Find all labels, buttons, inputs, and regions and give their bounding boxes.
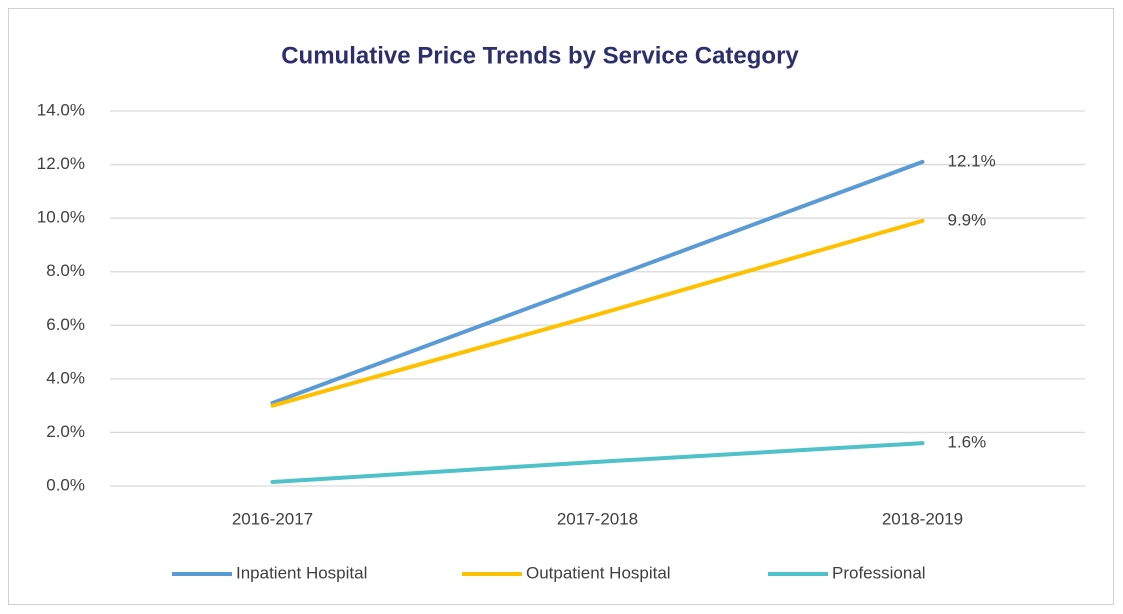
y-tick-label: 6.0% (46, 315, 85, 334)
x-tick-label: 2018-2019 (882, 509, 963, 528)
series-line (270, 159, 925, 405)
y-tick-label: 4.0% (46, 368, 85, 387)
x-tick-label: 2017-2018 (557, 509, 638, 528)
series-line (270, 218, 925, 408)
data-label: 1.6% (948, 433, 987, 452)
y-tick-label: 14.0% (37, 100, 85, 119)
legend-label: Professional (832, 563, 926, 582)
y-tick-label: 8.0% (46, 261, 85, 280)
data-label: 9.9% (948, 210, 987, 229)
y-tick-label: 2.0% (46, 422, 85, 441)
y-tick-label: 12.0% (37, 154, 85, 173)
legend-label: Outpatient Hospital (526, 563, 671, 582)
chart-border (8, 8, 1114, 605)
legend-label: Inpatient Hospital (236, 563, 367, 582)
data-label: 12.1% (948, 151, 996, 170)
y-tick-label: 0.0% (46, 475, 85, 494)
series-line (270, 441, 925, 484)
y-tick-label: 10.0% (37, 208, 85, 227)
x-tick-label: 2016-2017 (232, 509, 313, 528)
chart-title: Cumulative Price Trends by Service Categ… (281, 42, 799, 69)
